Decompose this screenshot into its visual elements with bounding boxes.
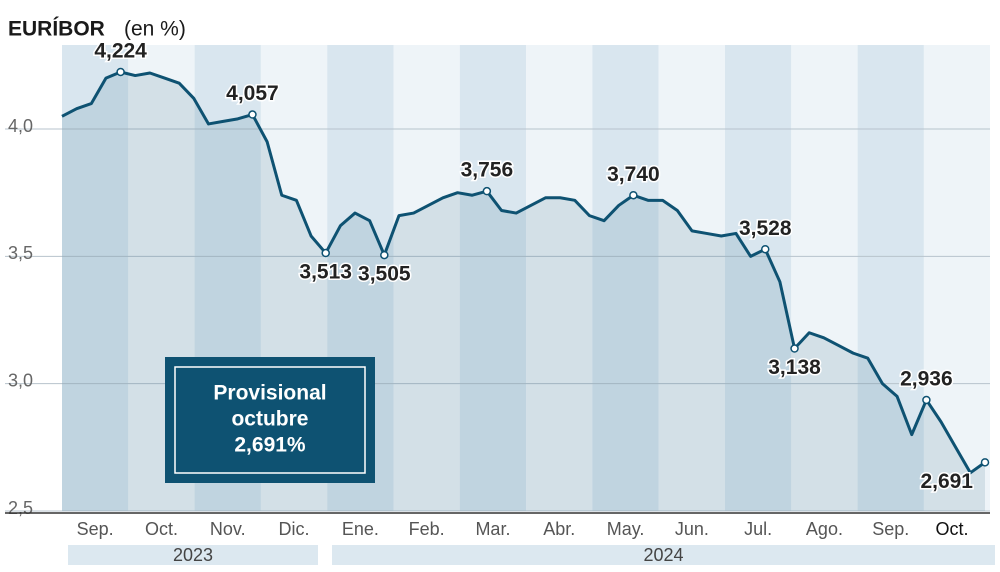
x-tick-label: Oct. (145, 519, 178, 539)
x-tick-label: Abr. (543, 519, 575, 539)
y-tick-label: 3,0 (8, 370, 33, 390)
x-tick-label: Jul. (744, 519, 772, 539)
note-text: Provisional (213, 382, 326, 405)
note-text: octubre (231, 408, 308, 431)
month-band (526, 45, 593, 511)
line (61, 70, 986, 475)
point (380, 250, 389, 260)
x-tick-label: Oct. (936, 519, 969, 539)
point (116, 67, 125, 77)
value-label: 3,138 (768, 356, 821, 379)
x-tick-label: Ago. (806, 519, 843, 539)
year-bar (332, 545, 995, 565)
y-tick-label: 2,5 (8, 498, 33, 518)
point (321, 248, 330, 258)
value-label: 3,513 (299, 261, 352, 284)
y-tick-label: 3,5 (8, 243, 33, 263)
x-tick-label: Jun. (675, 519, 709, 539)
x-tick-label: Feb. (409, 519, 445, 539)
month-band (923, 45, 990, 511)
value-label: 2,936 (900, 368, 953, 391)
month-band (592, 45, 659, 511)
chart-subtitle: (en %) (124, 18, 186, 41)
point (482, 186, 492, 196)
x-tick-label: Dic. (279, 519, 310, 539)
note-text: 2,691% (234, 434, 306, 457)
month-band (393, 45, 460, 511)
value-label: 3,740 (607, 163, 660, 186)
x-tick-label: Sep. (872, 519, 909, 539)
value-label: 3,505 (358, 263, 411, 286)
value-label: 3,528 (739, 217, 792, 240)
y-tick-label: 4,0 (8, 116, 33, 136)
x-tick-label: Ene. (342, 519, 379, 539)
x-tick-label: May. (607, 519, 645, 539)
value-label: 4,057 (226, 82, 279, 105)
note-box (165, 357, 375, 483)
month-band (791, 45, 858, 511)
month-band (658, 45, 725, 511)
value-label: 4,224 (94, 40, 147, 63)
chart-title: EURÍBOR (8, 18, 105, 41)
point (248, 110, 257, 119)
month-band (459, 45, 527, 511)
point (760, 244, 770, 254)
value-label: 3,756 (461, 159, 514, 182)
x-tick-label: Nov. (210, 519, 246, 539)
x-tick-label: Mar. (475, 519, 510, 539)
point (980, 458, 990, 467)
value-label: 2,691 (920, 470, 973, 493)
year-bar (68, 545, 318, 565)
year-label: 2024 (643, 545, 683, 565)
point (922, 395, 931, 405)
month-band (725, 45, 792, 511)
month-band (62, 45, 129, 511)
point (629, 190, 638, 200)
point (790, 344, 799, 353)
note-frame (174, 366, 366, 474)
x-tick-label: Sep. (77, 519, 114, 539)
year-label: 2023 (173, 545, 213, 565)
